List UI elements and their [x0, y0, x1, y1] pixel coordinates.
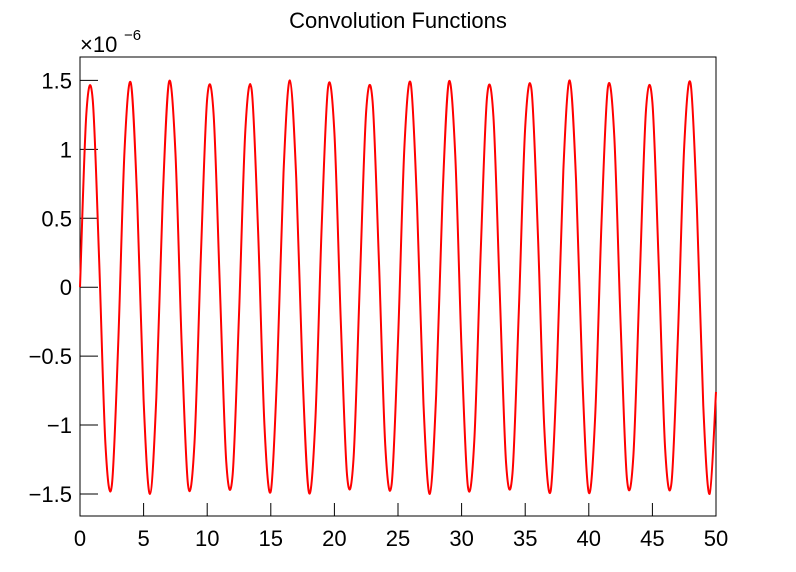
x-tick-label: 50 — [704, 526, 728, 551]
chart-title: Convolution Functions — [289, 8, 507, 33]
x-tick-label: 40 — [577, 526, 601, 551]
x-tick-label: 30 — [449, 526, 473, 551]
axis-exponent: −6 — [124, 27, 141, 44]
plot-frame — [79, 56, 717, 517]
y-tick-label: 1 — [60, 137, 72, 162]
x-tick-label: 25 — [386, 526, 410, 551]
x-tick-label: 15 — [259, 526, 283, 551]
x-tick-label: 35 — [513, 526, 537, 551]
x-tick-label: 5 — [137, 526, 149, 551]
y-tick-label: −1.5 — [29, 482, 72, 507]
x-tick-label: 20 — [322, 526, 346, 551]
y-tick-label: 1.5 — [41, 68, 72, 93]
x-tick-label: 10 — [195, 526, 219, 551]
y-tick-label: −0.5 — [29, 344, 72, 369]
y-tick-label: 0.5 — [41, 206, 72, 231]
axis-multiplier: ×10 — [80, 32, 117, 57]
y-tick-label: 0 — [60, 275, 72, 300]
x-tick-label: 0 — [74, 526, 86, 551]
y-tick-label: −1 — [47, 413, 72, 438]
data-line — [79, 79, 717, 495]
x-tick-label: 45 — [640, 526, 664, 551]
